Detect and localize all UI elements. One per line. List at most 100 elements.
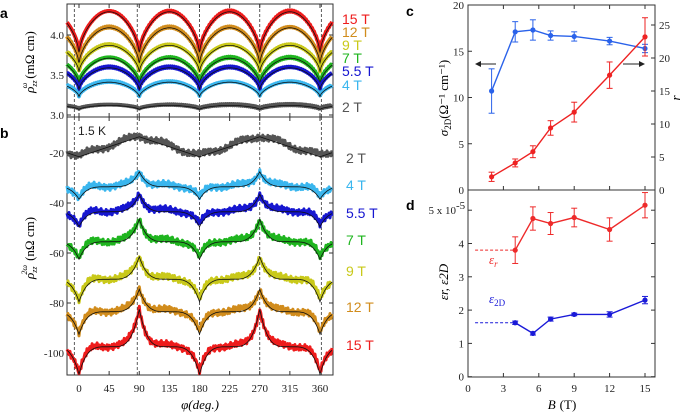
y-tick-right-label: 0 [659,185,665,197]
x-tick-label: 135 [161,383,178,395]
label-main: ε [489,291,495,306]
eps-2d-point [548,316,554,322]
eps-r-point [642,202,648,208]
panel-letter-a: a [0,5,8,21]
y-tick-right-label: 20 [659,53,671,65]
ylabel-main: ρ [22,87,37,94]
series-label: 5.5 T [342,63,374,79]
x-tick-label: 360 [312,383,329,395]
r-point [530,149,536,155]
panel-b-ylabel: ρzz2ω (nΩ cm) [20,217,39,280]
ylabel-sub: zz [30,266,39,274]
series-label: 9 T [342,37,362,53]
ylabel-main: ρ [22,273,37,280]
y-tick-label: 3.5 [50,70,64,82]
y-tick-label: 3.0 [50,110,64,122]
sigma-2d-point [571,33,577,40]
r-point [512,160,518,166]
r-point [571,109,577,115]
eps-r-point [530,215,536,222]
series-label: 5.5 T [346,205,378,221]
y-tick-label: -80 [49,298,64,310]
panel-c-ylabel-right: r [668,95,683,101]
y-tick-right-label: 5 [659,152,665,164]
ylabel-unit: (Ω⁻¹ cm⁻¹) [436,60,451,119]
y-tick-label: 0 [459,372,465,384]
r-line [491,36,646,178]
y-tick-label: 15 [453,46,465,58]
series-label: 2 T [346,150,366,166]
ylabel-sup: ω [20,82,29,88]
eps-2d-label: ε2D [489,291,506,308]
xlabel-main: B [548,397,556,412]
y-tick-label: 5 x 10 [429,205,457,217]
x-tick-label: 3 [501,383,507,395]
y-tick-label: 10 [453,93,465,105]
panel-letter-c: c [406,3,414,19]
sigma-2d-line [490,29,646,92]
eps-r-point [512,247,518,253]
series-label: 2 T [342,99,362,115]
y-tick-label: 4.0 [50,30,64,42]
y-tick-label: 20 [453,0,465,12]
sigma-2d-point [489,88,495,94]
series-4T-data [65,168,334,202]
eps-2d-point [530,330,536,337]
series-label: 7 T [346,232,366,248]
eps-2d-point [512,320,518,326]
series-label: 7 T [342,50,362,66]
y-tick-label: -100 [44,348,65,360]
label-main: ε [489,252,495,267]
series-label: 9 T [346,263,366,279]
sigma-2d-point [607,38,613,44]
series-2T-fit [66,136,333,158]
panel-c-frame [467,4,656,191]
series-5.5T-fit [66,193,333,228]
series-label: 4 T [346,177,366,193]
series-label: 4 T [342,77,362,93]
panel-d-frame [467,189,656,378]
eps-r-line [514,204,646,251]
ylabel-sub: 2D [443,118,453,130]
eps-r-label: εr [489,252,498,269]
y-tick-label: 3 [459,272,465,284]
sigma-2d-point [512,29,518,35]
y-tick-right-label: 15 [659,86,671,98]
y-tick-label: 4 [459,239,465,251]
x-tick-label: 90 [134,383,146,395]
ylabel-unit: (nΩ cm) [22,217,37,261]
panel-a-ylabel: ρzzω (mΩ cm) [20,31,39,94]
series-7T-fit [66,218,333,261]
x-tick-label: 315 [282,383,299,395]
r-point [548,125,554,131]
series-12T-data [65,285,334,338]
x-tick-label: 12 [604,383,615,395]
y-tick-label: -20 [49,148,64,160]
series-2T-fit [66,105,333,110]
series-9T-data [65,255,334,305]
series-5.5T-fit [66,67,333,91]
label-sub: 2D [494,298,506,308]
x-tick-label: 0 [465,383,471,395]
panel-c-ylabel-left: σ2D(Ω⁻¹ cm⁻¹) [436,60,453,136]
sigma-2d-point [548,32,554,39]
y-tick-label: 2 [459,305,465,317]
series-label: 12 T [346,299,374,315]
label-sub: r [494,259,498,269]
ylabel-main: σ [436,129,451,136]
left-arrow-icon [475,61,481,67]
series-9T-fit [66,45,333,72]
eps-2d-point [642,297,648,303]
series-5.5T-data [65,191,334,229]
right-arrow-icon [639,61,645,67]
y-tick-label: 5 [459,139,465,151]
r-point [607,72,613,78]
series-15T-fit [66,309,333,376]
ylabel-sup: 2ω [20,265,29,275]
sigma-2d-point [530,27,536,33]
series-4T-fit [66,170,333,201]
y-tick-label: -40 [49,198,64,210]
series-label: 15 T [342,11,370,27]
y-tick-label: -60 [49,248,64,260]
